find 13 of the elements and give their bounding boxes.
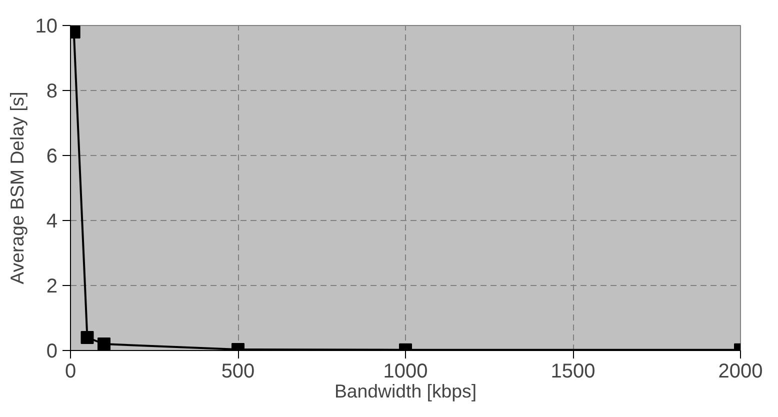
y-tick-label: 2 xyxy=(46,276,58,298)
y-tick-label: 8 xyxy=(46,80,58,102)
y-axis-title: Average BSM Delay [s] xyxy=(6,92,28,284)
x-axis-title: Bandwidth [kbps] xyxy=(334,380,477,402)
x-tick-label: 1500 xyxy=(550,360,596,382)
y-tick-label: 6 xyxy=(46,146,58,168)
x-tick-label: 0 xyxy=(64,360,76,382)
y-tick-label: 10 xyxy=(35,16,58,38)
x-tick-label: 1000 xyxy=(383,360,428,382)
y-tick-label: 4 xyxy=(46,210,58,232)
x-tick-label: 2000 xyxy=(718,360,763,382)
y-tick-label: 0 xyxy=(46,340,58,362)
x-tick-label: 500 xyxy=(221,360,255,382)
